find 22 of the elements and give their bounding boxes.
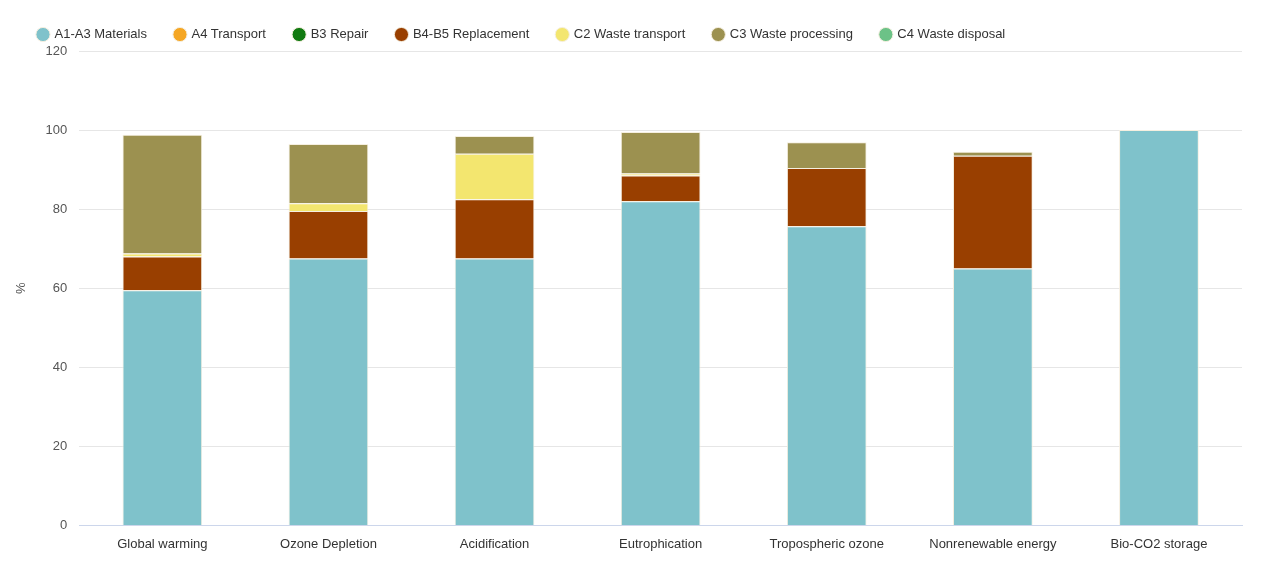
y-axis-title: % [13, 281, 29, 294]
legend-label: A1-A3 Materials [54, 26, 148, 42]
y-tick-label: 40 [52, 358, 68, 374]
legend-label: B3 Repair [310, 26, 370, 42]
legend-label: C4 Waste disposal [897, 26, 1006, 42]
x-tick-label: Acidification [459, 535, 530, 551]
y-tick-label: 100 [45, 121, 68, 137]
x-tick-label: Eutrophication [619, 535, 703, 551]
y-tick-label: 0 [60, 516, 68, 532]
y-tick-label: 60 [52, 279, 68, 295]
legend-label: C3 Waste processing [729, 26, 853, 42]
legend-label: A4 Transport [191, 26, 267, 42]
x-tick-label: Global warming [117, 535, 208, 551]
x-tick-label: Nonrenewable energy [929, 535, 1057, 551]
legend-label: B4-B5 Replacement [412, 26, 530, 42]
y-tick-label: 20 [52, 437, 68, 453]
x-tick-label: Tropospheric ozone [769, 535, 884, 551]
y-tick-label: 120 [45, 42, 68, 58]
legend-label: C2 Waste transport [573, 26, 686, 42]
x-tick-label: Ozone Depletion [280, 535, 377, 551]
y-tick-label: 80 [52, 200, 68, 216]
x-tick-label: Bio-CO2 storage [1110, 535, 1208, 551]
